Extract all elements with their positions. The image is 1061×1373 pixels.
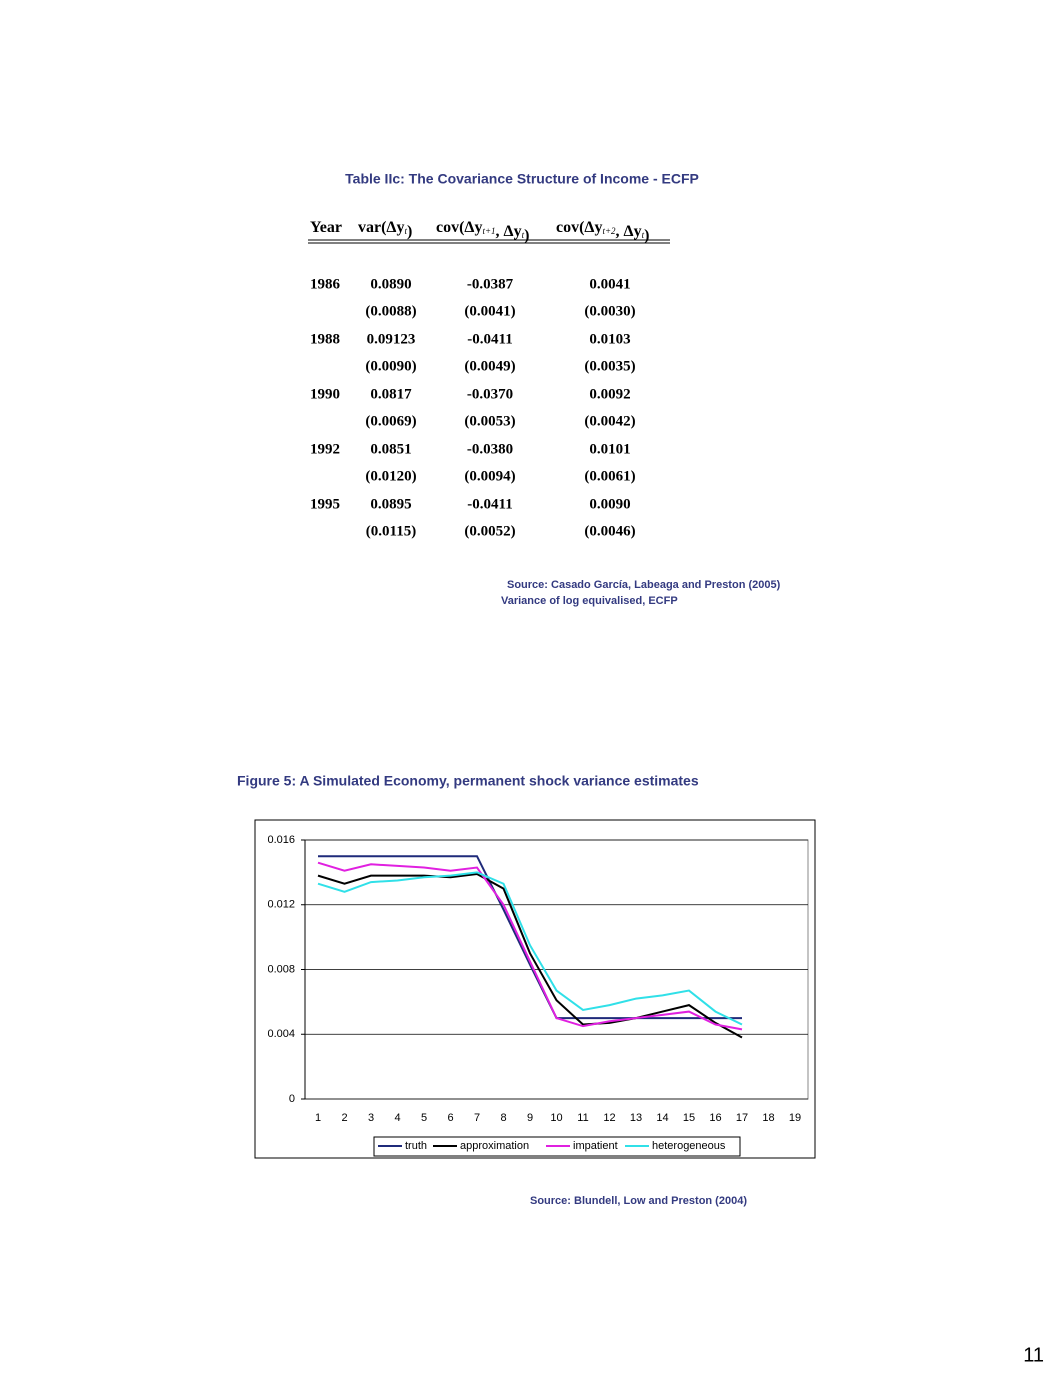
estimate-cell: -0.0370 xyxy=(467,386,513,402)
estimate-cell: 0.0041 xyxy=(589,276,630,292)
header-text: ) xyxy=(524,227,529,244)
x-tick-label: 14 xyxy=(656,1112,668,1124)
y-tick-label: 0 xyxy=(289,1093,295,1105)
x-tick-label: 5 xyxy=(421,1112,427,1124)
std-error-cell: (0.0090) xyxy=(365,358,416,374)
std-error-cell: (0.0115) xyxy=(366,523,416,539)
table-title: Table IIc: The Covariance Structure of I… xyxy=(345,171,699,187)
series-line xyxy=(317,861,743,1031)
std-error-cell: (0.0042) xyxy=(584,413,635,429)
year-cell: 1988 xyxy=(310,331,340,347)
estimate-cell: 0.0895 xyxy=(370,496,411,512)
std-error-cell: (0.0053) xyxy=(464,413,515,429)
legend-label: approximation xyxy=(460,1140,529,1152)
x-tick-label: 3 xyxy=(368,1112,374,1124)
std-error-cell: (0.0035) xyxy=(584,358,635,374)
series-line xyxy=(318,855,742,1020)
page-number: 11 xyxy=(1023,1344,1044,1366)
year-cell: 1986 xyxy=(310,276,341,292)
y-tick-label: 0.012 xyxy=(267,899,295,911)
std-error-cell: (0.0061) xyxy=(584,468,635,484)
legend-label: truth xyxy=(405,1140,427,1152)
header-text: , Δy xyxy=(496,223,522,240)
figure-title: Figure 5: A Simulated Economy, permanent… xyxy=(237,773,699,789)
table-source: Source: Casado García, Labeaga and Prest… xyxy=(507,579,781,591)
std-error-cell: (0.0120) xyxy=(365,468,416,484)
x-tick-label: 12 xyxy=(603,1112,615,1124)
table-source: Variance of log equivalised, ECFP xyxy=(501,595,678,607)
x-tick-label: 7 xyxy=(474,1112,480,1124)
estimate-cell: -0.0411 xyxy=(467,496,512,512)
estimate-cell: 0.0890 xyxy=(370,276,411,292)
x-tick-label: 13 xyxy=(630,1112,642,1124)
year-cell: 1990 xyxy=(310,386,340,402)
std-error-cell: (0.0049) xyxy=(464,358,515,374)
std-error-cell: (0.0094) xyxy=(464,468,515,484)
estimate-cell: -0.0380 xyxy=(467,441,513,457)
x-tick-label: 4 xyxy=(394,1112,400,1124)
estimate-cell: 0.09123 xyxy=(367,331,416,347)
estimate-cell: 0.0090 xyxy=(589,496,630,512)
subscript: t+1 xyxy=(482,226,495,236)
estimate-cell: 0.0817 xyxy=(370,386,412,402)
std-error-cell: (0.0046) xyxy=(584,523,635,539)
std-error-cell: (0.0088) xyxy=(365,303,416,319)
std-error-cell: (0.0041) xyxy=(464,303,515,319)
header-text: ) xyxy=(644,227,649,244)
std-error-cell: (0.0030) xyxy=(584,303,635,319)
header-text: Year xyxy=(310,219,342,236)
subscript: t xyxy=(642,230,645,240)
header-text: ) xyxy=(407,223,412,240)
x-tick-label: 6 xyxy=(447,1112,453,1124)
x-tick-label: 18 xyxy=(762,1112,774,1124)
std-error-cell: (0.0069) xyxy=(365,413,416,429)
estimate-cell: -0.0387 xyxy=(467,276,514,292)
std-error-cell: (0.0052) xyxy=(464,523,515,539)
x-tick-label: 8 xyxy=(500,1112,506,1124)
estimate-cell: 0.0851 xyxy=(370,441,411,457)
year-cell: 1995 xyxy=(310,496,340,512)
column-header: Year xyxy=(310,219,342,236)
x-tick-label: 2 xyxy=(341,1112,347,1124)
header-text: , Δy xyxy=(616,223,642,240)
estimate-cell: 0.0092 xyxy=(589,386,630,402)
header-text: cov(Δy xyxy=(556,219,602,236)
y-tick-label: 0.016 xyxy=(267,834,295,846)
x-tick-label: 19 xyxy=(789,1112,801,1124)
subscript: t+2 xyxy=(602,226,616,236)
header-text: cov(Δy xyxy=(436,219,482,236)
estimate-cell: 0.0103 xyxy=(589,331,630,347)
legend-label: impatient xyxy=(573,1140,618,1152)
header-text: var(Δy xyxy=(358,219,404,236)
column-header: cov(Δyt+2, Δyt) xyxy=(556,219,649,244)
series-line xyxy=(317,872,743,1039)
year-cell: 1992 xyxy=(310,441,340,457)
subscript: t xyxy=(522,230,525,240)
legend-label: heterogeneous xyxy=(652,1140,726,1152)
figure-source: Source: Blundell, Low and Preston (2004) xyxy=(530,1195,747,1207)
x-tick-label: 15 xyxy=(683,1112,695,1124)
column-header: cov(Δyt+1, Δyt) xyxy=(436,219,529,244)
y-tick-label: 0.004 xyxy=(267,1028,295,1040)
y-tick-label: 0.008 xyxy=(267,963,295,975)
x-tick-label: 1 xyxy=(315,1112,321,1124)
estimate-cell: -0.0411 xyxy=(467,331,512,347)
subscript: t xyxy=(404,226,407,236)
x-tick-label: 10 xyxy=(550,1112,562,1124)
x-tick-label: 17 xyxy=(736,1112,748,1124)
series-line xyxy=(317,871,743,1026)
x-tick-label: 11 xyxy=(577,1112,588,1124)
x-tick-label: 9 xyxy=(527,1112,533,1124)
x-tick-label: 16 xyxy=(709,1112,721,1124)
column-header: var(Δyt) xyxy=(358,219,412,240)
estimate-cell: 0.0101 xyxy=(589,441,630,457)
